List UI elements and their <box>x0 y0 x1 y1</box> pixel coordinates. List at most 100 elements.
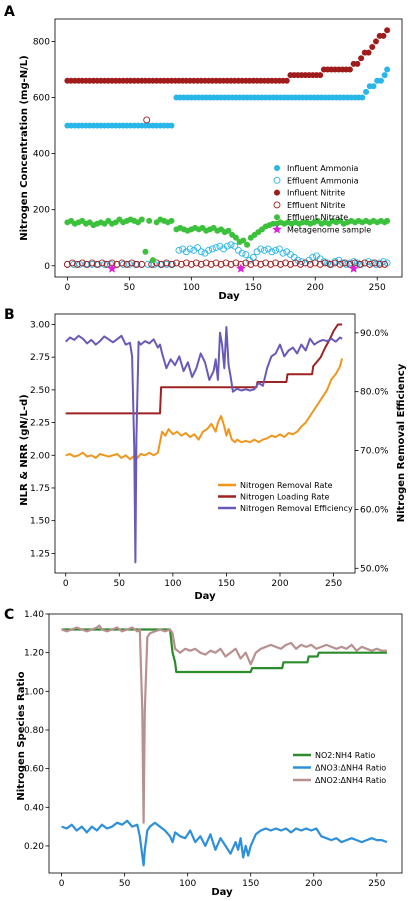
panel-a-point <box>377 77 384 84</box>
panel-c-ylabel: Nitrogen Species Ratio <box>16 671 27 800</box>
panel-a-point <box>384 66 391 73</box>
panel-a-point <box>113 260 121 268</box>
panel-a-point <box>369 44 376 51</box>
panel-a-point <box>63 260 71 268</box>
panel-b-xtick-label: 50 <box>114 579 126 589</box>
panel-a-point <box>172 259 180 267</box>
panel-a-point <box>182 259 190 267</box>
panel-b-legend-label: Nitrogen Removal Rate <box>240 481 333 490</box>
panel-a-series-effluent-ammonia <box>63 241 391 268</box>
panel-c-plot: 0 50 100 150 200 250 0.20 0.40 0.60 0.80 1.00 1.20 1… <box>24 610 403 889</box>
panel-c-legend-label: ΔNO3:ΔNH4 Ratio <box>315 764 386 773</box>
panel-b-y2tick-label: 70.0% <box>360 447 389 457</box>
panel-a-legend-marker <box>274 189 280 196</box>
panel-a-point <box>202 259 210 267</box>
panel-b-line-0 <box>65 358 344 461</box>
panel-a-point <box>316 260 324 268</box>
panel-a-point <box>257 245 265 253</box>
panel-a-point <box>212 259 220 267</box>
panel-a-legend: Influent Ammonia Effluent Ammonia Influent… <box>272 164 371 235</box>
panel-a-point <box>223 242 231 250</box>
panel-a-ytick-label: 200 <box>33 206 50 216</box>
panel-a-point <box>238 249 246 257</box>
panel-a-point <box>268 248 276 256</box>
panel-a-point <box>359 94 366 101</box>
panel-b-ytick-label: 1.75 <box>30 484 50 494</box>
panel-a-point <box>208 245 216 253</box>
panel-a-point <box>346 66 353 73</box>
panel-a-point <box>123 260 131 268</box>
panel-a-point <box>301 259 309 267</box>
panel-a-point <box>361 259 369 267</box>
panel-a-xlabel: Day <box>218 291 240 302</box>
panel-a-point <box>168 217 175 224</box>
panel-a-point <box>279 249 287 257</box>
panel-a-point <box>380 32 387 39</box>
panel-a-point <box>341 259 349 267</box>
panel-b-ytick-label: 2.25 <box>30 419 50 429</box>
panel-a-point <box>381 72 388 79</box>
panel-a-xtick-label: 250 <box>369 283 386 293</box>
panel-a-series-effluent-nitrate <box>64 216 391 264</box>
panel-c-line-0 <box>61 628 387 674</box>
panel-a-point <box>242 251 250 259</box>
panel-letter-b: B <box>4 307 15 323</box>
panel-b-plot: 0 50 100 150 200 250 1.25 1.50 1.75 2.00 2.25 2.50 2… <box>30 313 389 589</box>
panel-a-series-effluent-nitrite <box>63 116 389 268</box>
panel-a-point <box>231 242 239 250</box>
panel-a-point <box>291 259 299 267</box>
panel-a-star-point <box>236 263 246 273</box>
panel-a-point <box>283 77 290 84</box>
panel-a-point <box>163 259 170 267</box>
panel-a-point <box>247 260 255 268</box>
panel-a-point <box>222 259 230 267</box>
panel-a-star-point <box>348 263 359 273</box>
panel-a-series-influent-ammonia <box>64 66 391 129</box>
panel-a-xtick-label: 200 <box>307 283 324 293</box>
panel-b-y2tick-label: 90.0% <box>360 329 389 339</box>
panel-c-ytick-label: 0.80 <box>24 726 44 736</box>
panel-a-point <box>296 260 304 268</box>
panel-c-xtick-label: 200 <box>305 879 322 889</box>
panel-b-ytick-label: 2.50 <box>30 386 50 396</box>
panel-a-point <box>98 259 106 267</box>
panel-a-point <box>376 260 384 268</box>
panel-c-xtick-label: 0 <box>59 879 65 889</box>
panel-b-xlabel: Day <box>194 591 216 602</box>
panel-a-point <box>225 227 232 234</box>
panel-a-point <box>103 260 111 268</box>
panel-a-point <box>142 248 149 255</box>
panel-b-legend: Nitrogen Removal Rate Nitrogen Loading Ra… <box>218 481 353 513</box>
panel-a-point <box>168 122 175 129</box>
panel-a-point <box>267 260 275 268</box>
panel-c-xtick-label: 100 <box>179 879 196 889</box>
panel-a-point <box>384 27 391 34</box>
panel-a-point <box>197 260 205 268</box>
panel-b-y2tick-label: 60.0% <box>360 505 389 515</box>
panel-a-point <box>366 260 374 268</box>
panel-c-xtick-label: 250 <box>368 879 385 889</box>
panel-a-point <box>93 260 101 268</box>
panel-a-point <box>363 88 370 95</box>
panel-a-point <box>73 260 81 268</box>
panel-c-ytick-label: 1.00 <box>24 687 44 697</box>
panel-a-legend-label: Effluent Nitrite <box>287 201 346 210</box>
panel-a-point <box>257 260 265 268</box>
panel-a-point <box>240 237 247 244</box>
panel-a-point <box>372 38 379 45</box>
panel-b-frame <box>54 313 356 574</box>
panel-a-point <box>370 83 377 90</box>
panel-a-point <box>232 234 239 241</box>
panel-a-point <box>133 260 141 268</box>
panel-c-xtick-label: 50 <box>119 879 131 889</box>
panel-a-point <box>227 241 235 249</box>
panel-b-xtick-label: 250 <box>325 579 342 589</box>
panel-a-ytick-label: 400 <box>33 150 50 160</box>
panel-b-ytick-label: 1.50 <box>30 517 50 527</box>
panel-a-star-point <box>107 263 117 273</box>
panel-a-point <box>146 217 153 224</box>
panel-a-point <box>207 260 215 268</box>
panel-a-point <box>356 260 364 268</box>
panel-a-point <box>138 216 145 223</box>
